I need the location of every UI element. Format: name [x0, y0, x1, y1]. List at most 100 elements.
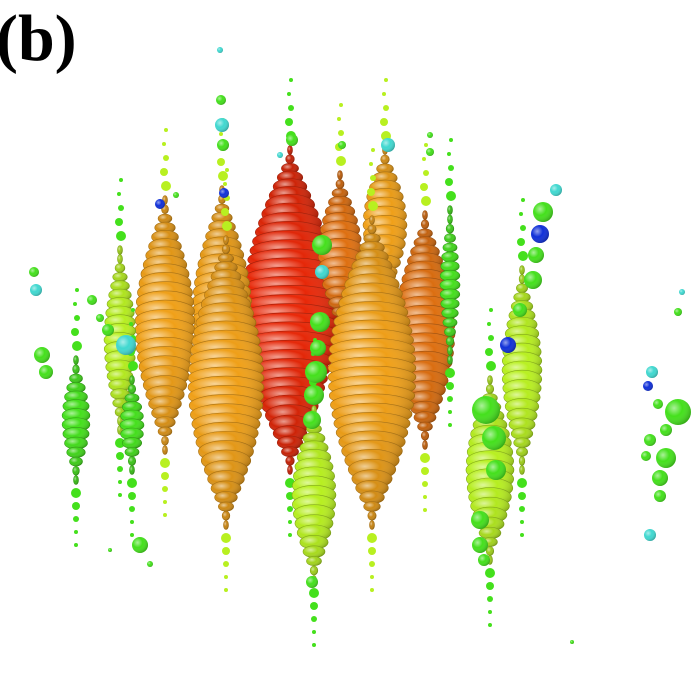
bead	[371, 148, 375, 152]
column-segment-highlight	[128, 456, 136, 466]
bead	[368, 547, 376, 555]
column-segment-highlight	[107, 369, 133, 383]
column-segment-highlight	[62, 427, 90, 441]
panel-label: (b)	[0, 2, 77, 75]
bead	[287, 92, 291, 96]
column-segment-highlight	[417, 421, 433, 432]
column-segment-highlight	[72, 364, 80, 374]
bead	[487, 596, 493, 602]
column-segment-highlight	[110, 280, 130, 292]
sphere-highlight	[471, 511, 489, 529]
column-segment-highlight	[285, 154, 295, 164]
sphere-highlight	[29, 267, 39, 277]
column-segment-highlight	[359, 490, 385, 504]
bead	[488, 335, 494, 341]
sphere-highlight	[216, 95, 226, 105]
bead	[485, 348, 493, 356]
bead	[517, 478, 527, 488]
column-segment-highlight	[513, 292, 531, 303]
bead	[310, 602, 318, 610]
sphere-highlight	[679, 289, 685, 295]
bead	[445, 178, 453, 186]
column-segment-highlight	[447, 214, 453, 224]
column-9	[61, 288, 91, 547]
column-segment-highlight	[440, 288, 460, 300]
column-segment-highlight	[511, 427, 533, 440]
sphere-highlight	[500, 337, 516, 353]
column-segment-highlight	[281, 163, 299, 174]
bead	[117, 466, 123, 472]
bead	[448, 423, 452, 427]
column-segment-highlight	[410, 401, 440, 416]
bead	[421, 467, 429, 475]
column-13	[327, 148, 417, 592]
column-segment-highlight	[120, 418, 144, 432]
bead	[289, 78, 293, 82]
bead	[382, 92, 386, 96]
bead	[421, 196, 431, 206]
bead	[367, 188, 375, 196]
column-segment-highlight	[299, 535, 329, 550]
bead	[339, 103, 343, 107]
bead	[221, 533, 231, 543]
bead	[309, 588, 319, 598]
column-segment-highlight	[223, 520, 229, 530]
bead	[221, 208, 229, 216]
column-segment-highlight	[158, 214, 172, 224]
sphere-highlight	[306, 576, 318, 588]
sphere-highlight	[310, 340, 326, 356]
bead	[115, 218, 123, 226]
sphere-highlight	[660, 424, 672, 436]
bead	[448, 165, 454, 171]
column-segment-highlight	[223, 235, 229, 245]
column-segment-highlight	[421, 219, 429, 229]
bead	[519, 506, 525, 512]
bead	[287, 506, 293, 512]
column-segment-highlight	[151, 406, 179, 420]
bead	[312, 643, 316, 647]
bead	[129, 322, 133, 326]
sphere-highlight	[304, 385, 324, 405]
bead	[162, 486, 168, 492]
bead	[423, 495, 427, 499]
column-segment-highlight	[122, 437, 142, 449]
column-segment-highlight	[222, 244, 230, 254]
column-segment-highlight	[516, 447, 528, 457]
column-segment-highlight	[112, 272, 128, 282]
column-segment-highlight	[446, 224, 454, 234]
bead	[447, 396, 453, 402]
sphere-highlight	[674, 308, 682, 316]
column-segment-highlight	[273, 425, 307, 442]
bead	[380, 118, 388, 126]
bead	[160, 458, 170, 468]
sphere-highlight	[524, 271, 542, 289]
sphere-highlight	[34, 347, 50, 363]
column-segment-highlight	[158, 426, 172, 436]
bead	[218, 171, 228, 181]
sphere-highlight	[644, 434, 656, 446]
bead	[337, 117, 341, 121]
column-segment-highlight	[447, 346, 453, 356]
sphere-highlight	[641, 451, 651, 461]
column-segment-highlight	[440, 279, 460, 291]
column-10	[119, 308, 145, 537]
column-segment-highlight	[519, 274, 525, 284]
bead	[116, 452, 124, 460]
bead	[446, 191, 456, 201]
bead	[72, 502, 80, 510]
column-segment-highlight	[422, 440, 428, 450]
column-segment-highlight	[417, 228, 433, 239]
column-segment-highlight	[306, 556, 322, 566]
column-segment-highlight	[211, 480, 241, 496]
bead	[336, 156, 346, 166]
column-segment-highlight	[335, 179, 345, 189]
sphere-highlight	[426, 148, 434, 156]
bead	[115, 438, 125, 448]
sphere-highlight	[215, 118, 229, 132]
bead	[423, 508, 427, 512]
sphere-highlight	[427, 132, 433, 138]
column-segment-highlight	[422, 210, 428, 220]
sphere-highlight	[550, 184, 562, 196]
sphere-highlight	[652, 470, 668, 486]
